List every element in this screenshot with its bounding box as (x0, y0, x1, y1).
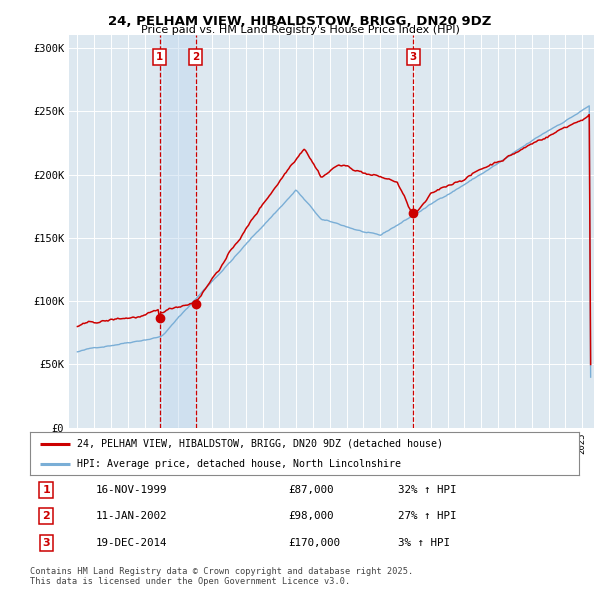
Text: 2: 2 (192, 52, 199, 62)
Text: 3% ↑ HPI: 3% ↑ HPI (398, 538, 450, 548)
Text: 1: 1 (43, 485, 50, 494)
Text: Price paid vs. HM Land Registry's House Price Index (HPI): Price paid vs. HM Land Registry's House … (140, 25, 460, 35)
Text: 24, PELHAM VIEW, HIBALDSTOW, BRIGG, DN20 9DZ: 24, PELHAM VIEW, HIBALDSTOW, BRIGG, DN20… (109, 15, 491, 28)
Text: 16-NOV-1999: 16-NOV-1999 (96, 485, 167, 494)
Text: 3: 3 (410, 52, 417, 62)
Text: 19-DEC-2014: 19-DEC-2014 (96, 538, 167, 548)
Bar (160, 35, 196, 428)
Text: 2: 2 (43, 512, 50, 521)
Text: 24, PELHAM VIEW, HIBALDSTOW, BRIGG, DN20 9DZ (detached house): 24, PELHAM VIEW, HIBALDSTOW, BRIGG, DN20… (77, 439, 443, 449)
Text: 32% ↑ HPI: 32% ↑ HPI (398, 485, 457, 494)
Text: 11-JAN-2002: 11-JAN-2002 (96, 512, 167, 521)
Text: 1: 1 (156, 52, 163, 62)
Text: Contains HM Land Registry data © Crown copyright and database right 2025.
This d: Contains HM Land Registry data © Crown c… (30, 567, 413, 586)
Text: £87,000: £87,000 (288, 485, 334, 494)
Text: 3: 3 (43, 538, 50, 548)
Text: 27% ↑ HPI: 27% ↑ HPI (398, 512, 457, 521)
Text: HPI: Average price, detached house, North Lincolnshire: HPI: Average price, detached house, Nort… (77, 460, 401, 469)
Text: £98,000: £98,000 (288, 512, 334, 521)
Text: £170,000: £170,000 (288, 538, 340, 548)
